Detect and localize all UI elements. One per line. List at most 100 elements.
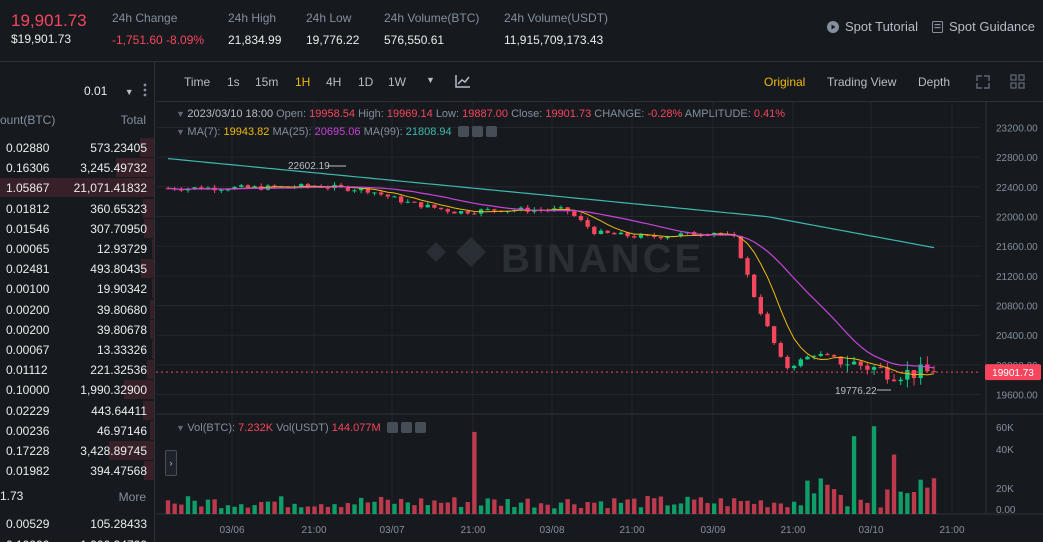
stat-24h-volume-usdt: 24h Volume(USDT) 11,915,709,173.43 [504, 11, 608, 47]
volume-bar [845, 506, 850, 514]
change-value: -0.28% [647, 108, 683, 120]
indicator-icon[interactable] [455, 74, 471, 93]
x-tick-label: 03/08 [539, 525, 564, 536]
layout-grid-icon[interactable] [1010, 74, 1025, 94]
ask-amount: 0.00100 [6, 282, 50, 297]
view-trading-view[interactable]: Trading View [827, 75, 897, 89]
ask-row[interactable]: 0.01812 360.65323 [0, 198, 154, 218]
more-options-icon[interactable] [143, 82, 147, 98]
candle-body [372, 192, 377, 194]
depth-bar [142, 400, 154, 420]
depth-bar [139, 138, 154, 157]
more-link[interactable]: More [118, 490, 146, 504]
ask-row[interactable]: 0.00067 13.33326 [0, 340, 154, 359]
volume-bar [685, 496, 690, 514]
ask-row[interactable]: 0.17228 3,428.89745 [0, 441, 154, 460]
volume-bar [745, 500, 750, 514]
expand-panel-button[interactable]: › [165, 450, 177, 476]
candle-body [632, 236, 637, 238]
ask-row[interactable]: 0.00200 39.80678 [0, 319, 154, 339]
volume-bar [199, 506, 204, 514]
candle-body [592, 226, 597, 234]
view-depth[interactable]: Depth [918, 75, 951, 89]
volume-tick-label: 40K [996, 445, 1014, 456]
interval-time[interactable]: Time [184, 75, 211, 89]
vol-usdt-label: Vol(USDT) [276, 422, 329, 434]
ask-row[interactable]: 0.00100 19.90342 [0, 279, 154, 299]
ask-row[interactable]: 0.02880 573.23405 [0, 138, 154, 157]
volume-bar [678, 503, 684, 514]
candle-body [392, 196, 397, 198]
y-tick-label: 21200.00 [996, 272, 1038, 283]
volume-bar [878, 507, 883, 514]
ask-row[interactable]: 0.01546 307.70950 [0, 218, 154, 238]
volume-bar [365, 502, 370, 514]
spot-guidance-link[interactable]: Spot Guidance [932, 19, 1035, 34]
depth-bar [147, 360, 154, 380]
interval-15m[interactable]: 15m [255, 75, 279, 89]
ask-row[interactable]: 0.00200 39.80680 [0, 299, 154, 319]
close-icon[interactable] [485, 126, 497, 137]
view-original[interactable]: Original [764, 75, 806, 89]
chevron-down-icon: ▼ [124, 87, 134, 97]
candle-body [572, 211, 577, 216]
collapse-icon[interactable]: ▼ [176, 109, 188, 119]
candle-body [425, 204, 430, 208]
interval-1s[interactable]: 1s [227, 75, 240, 89]
interval-dropdown-icon[interactable]: ▼ [426, 75, 435, 85]
volume-bar [225, 505, 231, 514]
eye-icon[interactable] [457, 126, 469, 137]
volume-bar [798, 505, 803, 514]
ask-row[interactable]: 0.02229 443.64411 [0, 400, 154, 420]
stat-label: 24h Change [112, 11, 178, 25]
fullscreen-icon[interactable] [975, 74, 991, 95]
interval-1w[interactable]: 1W [388, 75, 406, 89]
bid-amount: 0.10000 [6, 538, 49, 542]
collapse-icon[interactable]: ▼ [176, 423, 188, 433]
price-chart[interactable]: 23200.00 22800.00 22400.00 22000.00 21600.00… [156, 102, 1043, 542]
candle-body [378, 192, 384, 195]
volume-bar [359, 497, 364, 514]
candle-body [925, 364, 930, 372]
candle-body [485, 209, 490, 211]
ask-row[interactable]: 0.00236 46.97146 [0, 420, 154, 440]
ask-row[interactable]: 0.01112 221.32536 [0, 360, 154, 380]
candle-body [598, 230, 604, 234]
ask-row[interactable]: 0.10000 1,990.32900 [0, 380, 154, 400]
ask-row[interactable]: 1.05867 21,071.41832 [0, 178, 154, 198]
ask-row[interactable]: 0.16306 3,245.49732 [0, 158, 154, 178]
bid-row[interactable]: 0.10000 1,990.34700 [0, 535, 154, 542]
volume-bar [825, 484, 830, 514]
interval-1d[interactable]: 1D [358, 75, 374, 89]
ask-row[interactable]: 0.02481 493.80435 [0, 259, 154, 279]
depth-bar [150, 299, 154, 319]
volume-bar [565, 499, 570, 514]
precision-select[interactable]: 0.01 ▼ [84, 84, 134, 98]
order-book: 0.01 ▼ ount(BTC) Total 0.02880 573.23405 0… [0, 62, 155, 542]
volume-bar [332, 504, 337, 514]
mid-price: 1.73 [0, 489, 24, 503]
ask-total: 221.32536 [90, 363, 147, 378]
collapse-icon[interactable]: ▼ [176, 127, 188, 137]
candle-body [398, 196, 404, 203]
x-tick-label: 03/06 [219, 525, 244, 536]
spot-tutorial-link[interactable]: Spot Tutorial [827, 19, 918, 34]
amount-column-header: ount(BTC) [0, 113, 56, 127]
close-icon[interactable] [414, 422, 426, 433]
eye-icon[interactable] [386, 422, 398, 433]
ask-row[interactable]: 0.00065 12.93729 [0, 239, 154, 258]
settings-icon[interactable] [400, 422, 412, 433]
settings-icon[interactable] [471, 126, 483, 137]
interval-1h[interactable]: 1H [295, 75, 311, 89]
ask-total: 307.70950 [90, 221, 147, 236]
interval-4h[interactable]: 4H [326, 75, 342, 89]
ask-total: 394.47568 [90, 464, 147, 479]
volume-bar [858, 499, 863, 514]
bid-row[interactable]: 0.00529 105.28433 [0, 514, 154, 533]
depth-bar [142, 198, 154, 218]
ask-row[interactable]: 0.01982 394.47568 [0, 461, 154, 481]
volume-bar [732, 498, 737, 514]
volume-bar [865, 502, 870, 514]
bid-amount: 0.00529 [6, 517, 50, 531]
stat-label: 24h Volume(USDT) [504, 11, 609, 25]
